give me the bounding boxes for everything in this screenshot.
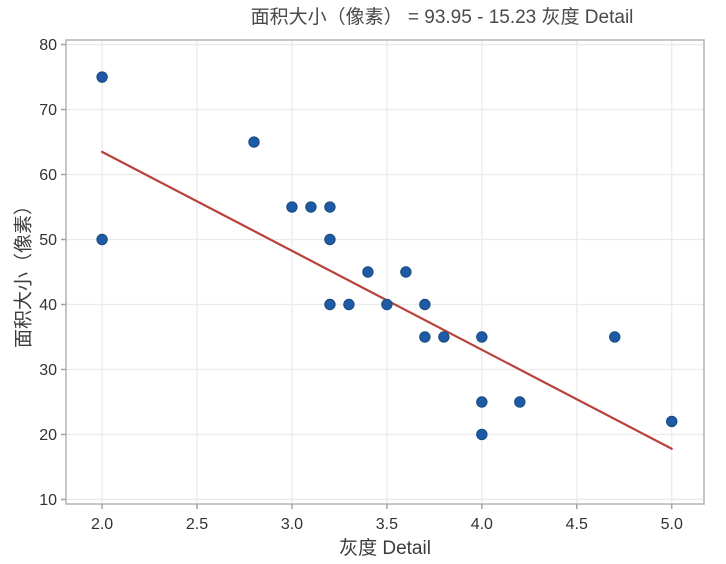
data-point[interactable] [324,201,336,213]
data-point[interactable] [324,233,336,246]
y-tick-label: 40 [39,297,57,314]
data-point[interactable] [362,266,374,278]
data-point[interactable] [400,266,412,278]
data-point[interactable] [514,396,526,408]
data-point[interactable] [96,233,108,246]
x-tick-label: 3.5 [376,516,398,533]
y-tick-label: 50 [39,232,57,249]
x-tick-label: 4.0 [471,516,493,533]
x-tick-label: 4.5 [566,516,588,533]
y-tick-label: 20 [39,427,57,444]
data-point[interactable] [343,298,355,311]
x-tick-label: 2.0 [91,516,113,533]
data-point[interactable] [286,201,298,213]
data-point[interactable] [381,298,393,311]
y-axis-label[interactable]: 面积大小（像素） [13,195,35,349]
plot-frame [65,39,705,505]
data-point[interactable] [419,331,431,343]
data-point[interactable] [609,331,621,343]
data-point[interactable] [324,298,336,311]
data-point[interactable] [248,136,260,148]
chart-title[interactable]: 面积大小（像素） = 93.95 - 15.23 灰度 Detail [250,7,634,28]
data-point[interactable] [305,201,317,213]
x-axis-label[interactable]: 灰度 Detail [339,538,431,559]
data-point[interactable] [438,331,450,343]
y-tick-label: 30 [39,362,57,379]
y-tick-label: 60 [39,167,57,184]
x-tick-label: 3.0 [281,516,303,533]
data-point[interactable] [96,71,108,83]
data-point[interactable] [476,396,488,408]
y-tick-label: 10 [39,492,57,509]
y-tick-label: 80 [39,37,57,54]
x-tick-label: 2.5 [186,516,208,533]
data-point[interactable] [476,331,488,343]
data-point[interactable] [666,415,678,428]
y-tick-label: 70 [39,102,57,119]
data-point[interactable] [476,428,488,441]
x-tick-label: 5.0 [661,516,683,533]
data-point[interactable] [419,298,431,311]
